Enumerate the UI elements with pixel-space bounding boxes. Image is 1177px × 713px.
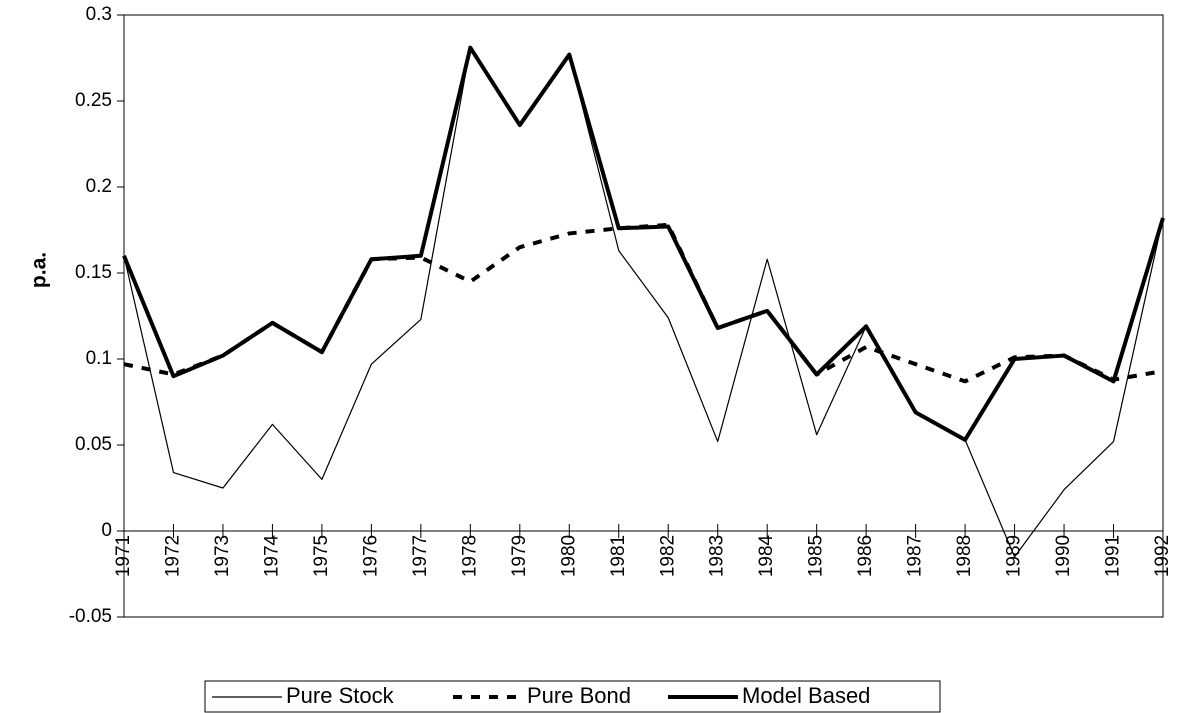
x-tick-label: 1987 bbox=[905, 535, 926, 577]
legend-label: Pure Bond bbox=[527, 683, 631, 708]
legend-label: Pure Stock bbox=[286, 683, 395, 708]
y-tick-label: 0.05 bbox=[75, 434, 112, 455]
y-axis-label: p.a. bbox=[28, 252, 51, 288]
x-tick-label: 1977 bbox=[410, 535, 431, 577]
y-tick-label: 0.15 bbox=[75, 262, 112, 283]
series-line bbox=[122, 45, 1165, 442]
x-tick-label: 1981 bbox=[608, 535, 629, 577]
x-tick-label: 1991 bbox=[1103, 535, 1124, 577]
x-tick-label: 1990 bbox=[1053, 535, 1074, 577]
x-tick-label: 1984 bbox=[756, 534, 777, 577]
plot-frame bbox=[123, 14, 1164, 618]
x-tick-label: 1982 bbox=[657, 535, 678, 577]
x-tick-label: 1986 bbox=[855, 535, 876, 577]
x-tick-label: 1992 bbox=[1152, 535, 1173, 577]
x-tick-label: 1978 bbox=[459, 535, 480, 577]
legend-box bbox=[204, 680, 941, 713]
x-tick-label: 1988 bbox=[954, 535, 975, 577]
y-tick-label: 0 bbox=[101, 520, 112, 541]
y-tick-label: 0.3 bbox=[86, 4, 112, 25]
x-tick-label: 1975 bbox=[311, 535, 332, 577]
x-tick-label: 1974 bbox=[261, 534, 282, 577]
x-tick-label: 1972 bbox=[162, 535, 183, 577]
x-tick-label: 1973 bbox=[212, 535, 233, 577]
x-tick-label: 1980 bbox=[558, 535, 579, 577]
series-line bbox=[123, 222, 1164, 384]
series-line bbox=[123, 47, 1164, 558]
y-tick-label: -0.05 bbox=[69, 606, 112, 627]
x-tick-label: 1983 bbox=[707, 535, 728, 577]
x-tick-label: 1971 bbox=[113, 535, 134, 577]
y-tick-label: 0.25 bbox=[75, 90, 112, 111]
x-tick-label: 1979 bbox=[509, 535, 530, 577]
x-tick-label: 1976 bbox=[360, 535, 381, 577]
y-tick-label: 0.2 bbox=[86, 176, 112, 197]
legend-label: Model Based bbox=[742, 683, 870, 708]
y-tick-label: 0.1 bbox=[86, 348, 112, 369]
x-tick-label: 1985 bbox=[806, 535, 827, 577]
